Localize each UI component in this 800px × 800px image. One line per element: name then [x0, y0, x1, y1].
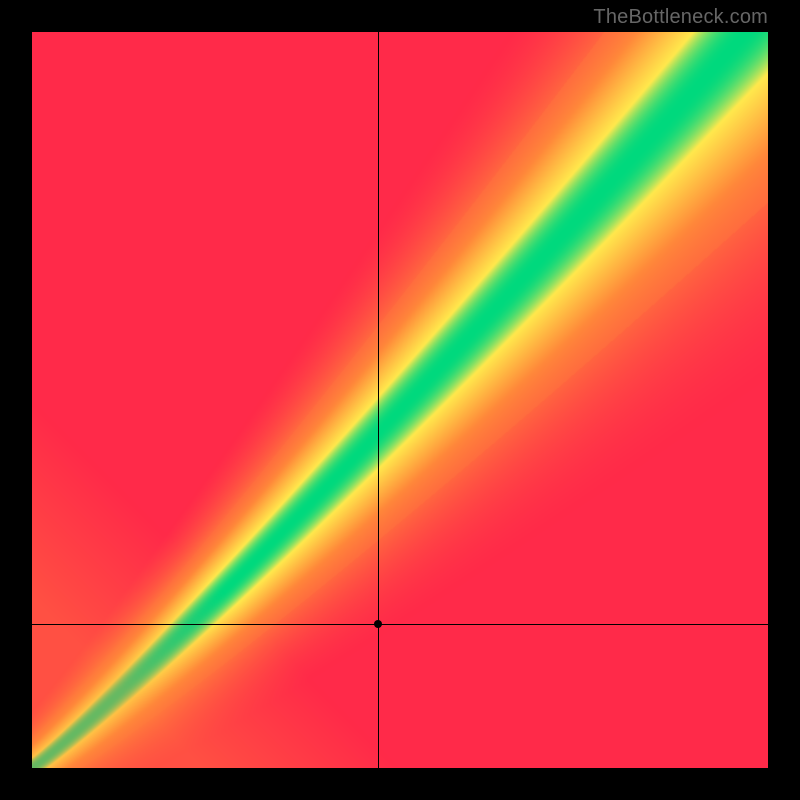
plot-area [32, 32, 768, 768]
watermark-text: TheBottleneck.com [593, 6, 768, 29]
heatmap-canvas [32, 32, 768, 768]
crosshair-vertical [378, 32, 379, 768]
chart-container: TheBottleneck.com [0, 0, 800, 800]
crosshair-marker-dot [374, 620, 382, 628]
crosshair-horizontal [32, 624, 768, 625]
